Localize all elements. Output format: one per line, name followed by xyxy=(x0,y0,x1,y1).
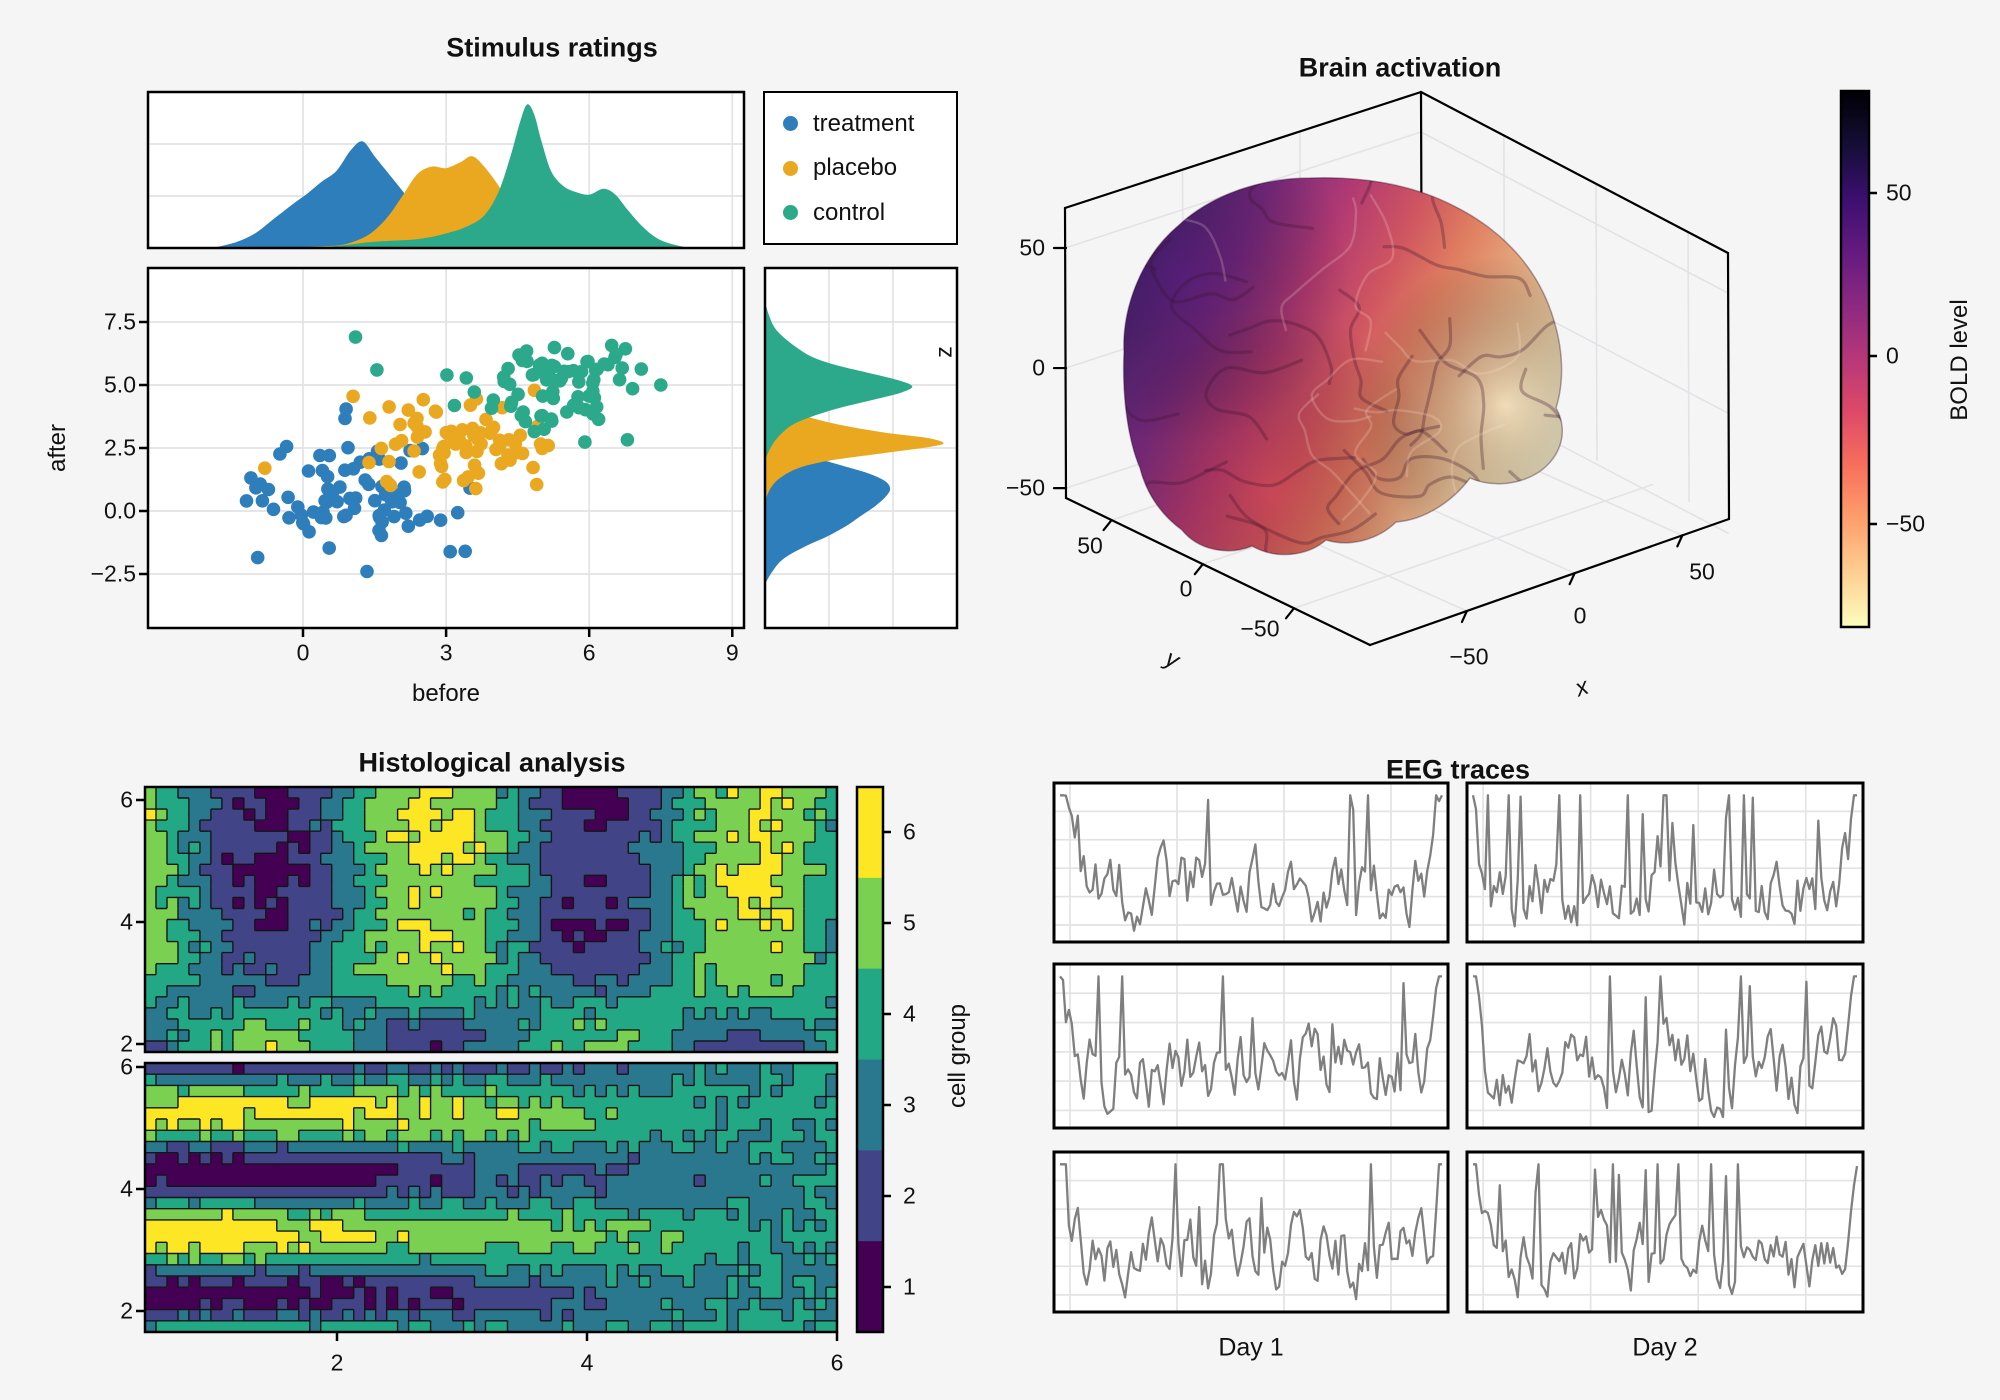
brain-z-tick-label: −50 xyxy=(1005,474,1045,501)
contour-panel-2 xyxy=(145,1063,838,1333)
before-tick-label: 9 xyxy=(725,639,739,666)
tick-marks xyxy=(136,191,1877,1341)
contour-lines xyxy=(145,1063,837,1332)
day2-label: Day 2 xyxy=(1632,1333,1698,1362)
density-before xyxy=(212,104,690,248)
cellgroup-colorbar-tick-label: 6 xyxy=(903,818,916,845)
contour-fill-level-6 xyxy=(145,787,794,1053)
legend: treatment placebo control xyxy=(763,91,958,245)
brain-y-tick-label: 0 xyxy=(1179,575,1193,602)
bold-colorbar-tick-label: −50 xyxy=(1886,510,1926,537)
histology-y-tick-label: 6 xyxy=(120,1053,133,1080)
bold-colorbar xyxy=(1841,91,1869,627)
brain-x-tick-label: 0 xyxy=(1573,602,1587,629)
eeg-title: EEG traces xyxy=(1385,754,1531,785)
eeg-trace xyxy=(1060,1163,1442,1301)
histology-title: Histological analysis xyxy=(358,747,626,778)
after-tick-label: 2.5 xyxy=(104,434,136,461)
brain-z-tick-label: 50 xyxy=(1019,234,1045,261)
histology-y-tick-label: 4 xyxy=(120,1175,133,1202)
contour-panel-1 xyxy=(145,787,838,1053)
scatter-points xyxy=(239,330,668,579)
marginal-z-label: z xyxy=(930,346,957,358)
before-tick-label: 0 xyxy=(296,639,310,666)
eeg-traces xyxy=(1059,794,1859,1301)
histology-y-tick-label: 4 xyxy=(120,908,133,935)
cellgroup-colorbar-tick-label: 3 xyxy=(903,1091,916,1118)
legend-label: control xyxy=(813,198,886,226)
after-tick-label: 5.0 xyxy=(104,371,136,398)
histology-y-tick-label: 6 xyxy=(120,786,133,813)
after-tick-label: 7.5 xyxy=(104,308,136,335)
scatter-group-placebo xyxy=(258,383,555,496)
density-treatment xyxy=(212,141,513,248)
eeg-trace xyxy=(1059,975,1442,1115)
density-after xyxy=(765,301,944,585)
eeg-trace xyxy=(1473,1163,1859,1299)
contour-fill-level-2 xyxy=(145,1063,706,1322)
scatter-group-control xyxy=(348,330,668,449)
histology-y-tick-label: 2 xyxy=(120,1030,133,1057)
bold-colorbar-tick-label: 50 xyxy=(1886,179,1912,206)
histology-x-tick-label: 6 xyxy=(830,1349,844,1376)
bold-colorbar-tick-label: 0 xyxy=(1886,342,1899,369)
day1-label: Day 1 xyxy=(1218,1333,1284,1362)
legend-marker-icon xyxy=(783,205,798,220)
after-tick-label: 0.0 xyxy=(104,497,136,524)
after-axis-label: after xyxy=(44,423,71,473)
eeg-trace xyxy=(1473,975,1857,1119)
after-tick-label: −2.5 xyxy=(90,560,136,587)
cellgroup-colorbar-tick-label: 1 xyxy=(903,1273,916,1300)
cellgroup-colorbar-label: cell group xyxy=(944,1003,971,1109)
before-tick-label: 3 xyxy=(439,639,453,666)
legend-label: treatment xyxy=(813,109,915,137)
density-control xyxy=(765,301,913,461)
eeg-trace xyxy=(1471,794,1857,928)
brain-gyri-texture xyxy=(1123,177,1563,555)
legend-item-treatment: treatment xyxy=(783,110,956,138)
contour-lines xyxy=(145,787,837,1052)
brain-y-tick-label: −50 xyxy=(1240,615,1280,642)
legend-label: placebo xyxy=(813,154,898,181)
brain-z-tick-label: 0 xyxy=(1032,354,1045,381)
histology-x-tick-label: 2 xyxy=(330,1349,344,1376)
brain-x-tick-label: 50 xyxy=(1689,558,1715,585)
cellgroup-colorbar xyxy=(857,787,883,1333)
before-tick-label: 6 xyxy=(582,639,596,666)
density-placebo xyxy=(293,156,609,248)
cellgroup-colorbar-tick-label: 2 xyxy=(903,1182,916,1209)
contour-fill-level-6 xyxy=(145,1096,520,1255)
brain-title: Brain activation xyxy=(1298,52,1502,83)
density-control xyxy=(317,104,690,248)
cellgroup-colorbar-tick-label: 4 xyxy=(903,1000,916,1027)
brain-x-tick-label: −50 xyxy=(1449,643,1489,670)
eeg-trace xyxy=(1060,794,1444,932)
density-placebo xyxy=(765,377,944,501)
stimulus-title: Stimulus ratings xyxy=(446,32,658,63)
bold-colorbar-group xyxy=(1841,91,1869,627)
legend-item-placebo: placebo xyxy=(783,154,956,182)
bold-colorbar-label: BOLD level xyxy=(1946,299,1973,421)
before-axis-label: before xyxy=(411,680,481,707)
legend-marker-icon xyxy=(783,160,798,176)
cellgroup-colorbar-tick-label: 5 xyxy=(903,909,916,936)
legend-marker-icon xyxy=(783,116,798,131)
legend-item-control: control xyxy=(783,199,956,227)
histology-x-tick-label: 4 xyxy=(580,1349,594,1376)
panel-borders xyxy=(136,89,1877,1341)
histology-y-tick-label: 2 xyxy=(120,1297,133,1324)
brain-y-tick-label: 50 xyxy=(1077,532,1103,559)
